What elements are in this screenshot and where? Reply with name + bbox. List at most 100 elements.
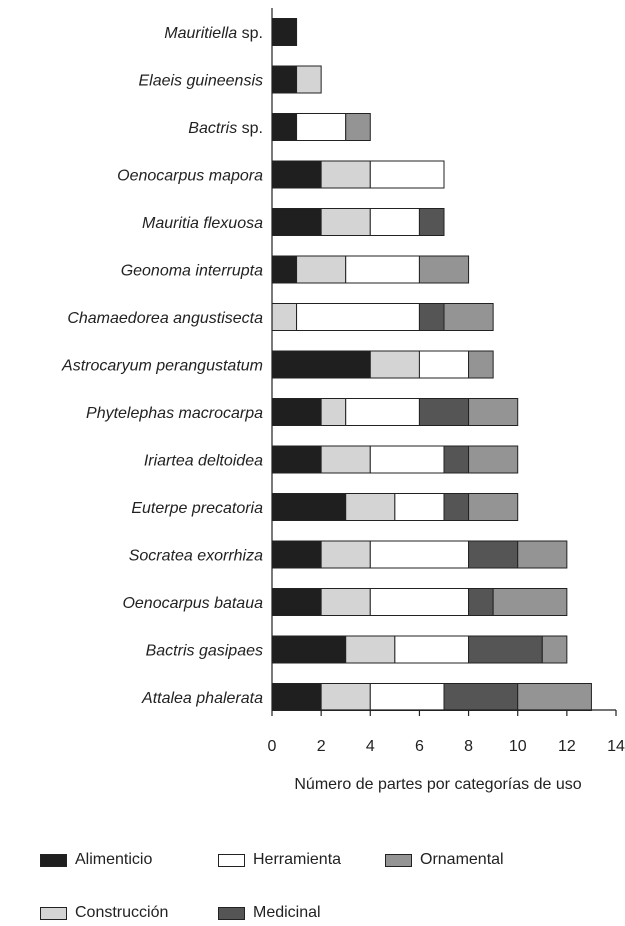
category-label-mauritiella: Mauritiella sp. [164, 25, 263, 42]
x-axis-title: Número de partes por categorías de uso [294, 776, 581, 793]
category-name: Oenocarpus bataua [122, 595, 263, 612]
category-name: Iriartea deltoidea [144, 453, 263, 470]
category-label-attalea-phalerata: Attalea phalerata [141, 690, 263, 707]
bar-segment-astrocaryum-perangustatum-construcci-n [369, 350, 420, 379]
bar-segment-phytelephas-macrocarpa-medicinal [418, 398, 470, 426]
category-name: Astrocaryum perangustatum [61, 358, 263, 375]
category-label-euterpe-precatoria: Euterpe precatoria [131, 500, 263, 517]
bar-segment-chamaedorea-angustisecta-herramienta [296, 303, 420, 331]
bars-layer [271, 18, 592, 711]
bar-segment-phytelephas-macrocarpa-alimenticio [271, 398, 322, 426]
bar-segment-phytelephas-macrocarpa-herramienta [345, 398, 420, 426]
category-name: Mauritiella [164, 25, 237, 42]
x-tick-label: 2 [317, 738, 326, 755]
bar-segment-euterpe-precatoria-ornamental [468, 493, 519, 521]
bar-segment-mauritiella-alimenticio [271, 18, 298, 46]
bar-segment-socratea-exorrhiza-medicinal [468, 540, 519, 569]
bar-segment-bactris-ornamental [345, 113, 371, 141]
bar-segment-bactris-herramienta [296, 113, 347, 141]
category-name: Chamaedorea angustisecta [67, 310, 263, 327]
bar-segment-socratea-exorrhiza-ornamental [517, 540, 568, 569]
bar-segment-geonoma-interrupta-herramienta [345, 255, 420, 284]
bar-segment-elaeis-guineensis-construcci-n [296, 65, 322, 94]
bar-segment-chamaedorea-angustisecta-medicinal [418, 303, 445, 331]
bar-segment-attalea-phalerata-alimenticio [271, 683, 322, 711]
category-name: Phytelephas macrocarpa [86, 405, 263, 422]
bar-segment-oenocarpus-bataua-medicinal [468, 588, 494, 616]
bar-segment-oenocarpus-bataua-ornamental [492, 588, 568, 616]
category-label-astrocaryum-perangustatum: Astrocaryum perangustatum [61, 358, 263, 375]
bar-segment-mauritia-flexuosa-herramienta [369, 208, 420, 236]
category-label-elaeis-guineensis: Elaeis guineensis [138, 73, 263, 90]
bar-segment-euterpe-precatoria-herramienta [394, 493, 445, 521]
bar-segment-oenocarpus-mapora-construcci-n [320, 160, 371, 189]
bar-segment-oenocarpus-bataua-alimenticio [271, 588, 322, 616]
bar-segment-attalea-phalerata-medicinal [443, 683, 519, 711]
bar-segment-socratea-exorrhiza-herramienta [369, 540, 470, 569]
bar-segment-phytelephas-macrocarpa-construcci-n [320, 398, 347, 426]
x-tick-label: 14 [607, 738, 625, 755]
bar-segment-iriartea-deltoidea-construcci-n [320, 445, 371, 474]
bar-segment-euterpe-precatoria-medicinal [443, 493, 470, 521]
bar-segment-iriartea-deltoidea-medicinal [443, 445, 470, 474]
bar-segment-mauritia-flexuosa-medicinal [418, 208, 445, 236]
bar-segment-oenocarpus-mapora-alimenticio [271, 160, 322, 189]
bar-segment-elaeis-guineensis-alimenticio [271, 65, 298, 94]
bar-segment-phytelephas-macrocarpa-ornamental [468, 398, 519, 426]
bar-segment-astrocaryum-perangustatum-ornamental [468, 350, 494, 379]
bar-segment-mauritia-flexuosa-alimenticio [271, 208, 322, 236]
category-label-socratea-exorrhiza: Socratea exorrhiza [129, 548, 263, 565]
x-tick-label: 10 [509, 738, 527, 755]
category-label-phytelephas-macrocarpa: Phytelephas macrocarpa [86, 405, 263, 422]
bar-segment-astrocaryum-perangustatum-herramienta [418, 350, 470, 379]
bar-segment-bactris-gasipaes-ornamental [541, 635, 568, 664]
bar-segment-bactris-alimenticio [271, 113, 298, 141]
category-name: Elaeis guineensis [138, 73, 263, 90]
bar-segment-geonoma-interrupta-alimenticio [271, 255, 298, 284]
category-name: Bactris [188, 120, 237, 137]
category-label-chamaedorea-angustisecta: Chamaedorea angustisecta [67, 310, 263, 327]
category-name: Attalea phalerata [141, 690, 263, 707]
bar-segment-iriartea-deltoidea-ornamental [468, 445, 519, 474]
bar-segment-bactris-gasipaes-herramienta [394, 635, 470, 664]
category-label-bactris: Bactris sp. [188, 120, 263, 137]
bar-segment-oenocarpus-bataua-construcci-n [320, 588, 371, 616]
category-labels: Mauritiella sp. Elaeis guineensis Bactris … [61, 25, 263, 707]
bar-segment-geonoma-interrupta-ornamental [418, 255, 470, 284]
bar-segment-mauritia-flexuosa-construcci-n [320, 208, 371, 236]
category-name: Euterpe precatoria [131, 500, 263, 517]
category-label-oenocarpus-mapora: Oenocarpus mapora [117, 168, 263, 185]
category-label-bactris-gasipaes: Bactris gasipaes [146, 643, 263, 660]
category-name: Oenocarpus mapora [117, 168, 263, 185]
bar-segment-astrocaryum-perangustatum-alimenticio [271, 350, 371, 379]
x-tick-label: 8 [464, 738, 473, 755]
category-label-mauritia-flexuosa: Mauritia flexuosa [142, 215, 263, 232]
x-tick-label: 6 [415, 738, 424, 755]
bar-segment-bactris-gasipaes-alimenticio [271, 635, 347, 664]
bar-segment-geonoma-interrupta-construcci-n [296, 255, 347, 284]
bar-segment-attalea-phalerata-construcci-n [320, 683, 371, 711]
category-suffix: sp. [237, 25, 263, 42]
bar-segment-iriartea-deltoidea-herramienta [369, 445, 445, 474]
category-name: Geonoma interrupta [121, 263, 263, 280]
bar-segment-socratea-exorrhiza-construcci-n [320, 540, 371, 569]
bar-segment-oenocarpus-mapora-herramienta [369, 160, 445, 189]
bar-segment-euterpe-precatoria-construcci-n [345, 493, 396, 521]
x-axis: 0 2 4 6 8 10 12 14 [268, 8, 625, 755]
bar-segment-iriartea-deltoidea-alimenticio [271, 445, 322, 474]
category-name: Mauritia flexuosa [142, 215, 263, 232]
bar-segment-chamaedorea-angustisecta-ornamental [443, 303, 494, 331]
bar-segment-attalea-phalerata-herramienta [369, 683, 445, 711]
category-label-oenocarpus-bataua: Oenocarpus bataua [122, 595, 263, 612]
bar-segment-chamaedorea-angustisecta-construcci-n [271, 303, 298, 331]
category-name: Bactris gasipaes [146, 643, 263, 660]
bar-segment-euterpe-precatoria-alimenticio [271, 493, 347, 521]
bar-segment-bactris-gasipaes-medicinal [468, 635, 543, 664]
category-suffix: sp. [237, 120, 263, 137]
category-name: Socratea exorrhiza [129, 548, 263, 565]
bar-segment-attalea-phalerata-ornamental [517, 683, 592, 711]
x-tick-label: 12 [558, 738, 576, 755]
x-tick-label: 0 [268, 738, 277, 755]
x-tick-label: 4 [366, 738, 375, 755]
bar-segment-socratea-exorrhiza-alimenticio [271, 540, 322, 569]
